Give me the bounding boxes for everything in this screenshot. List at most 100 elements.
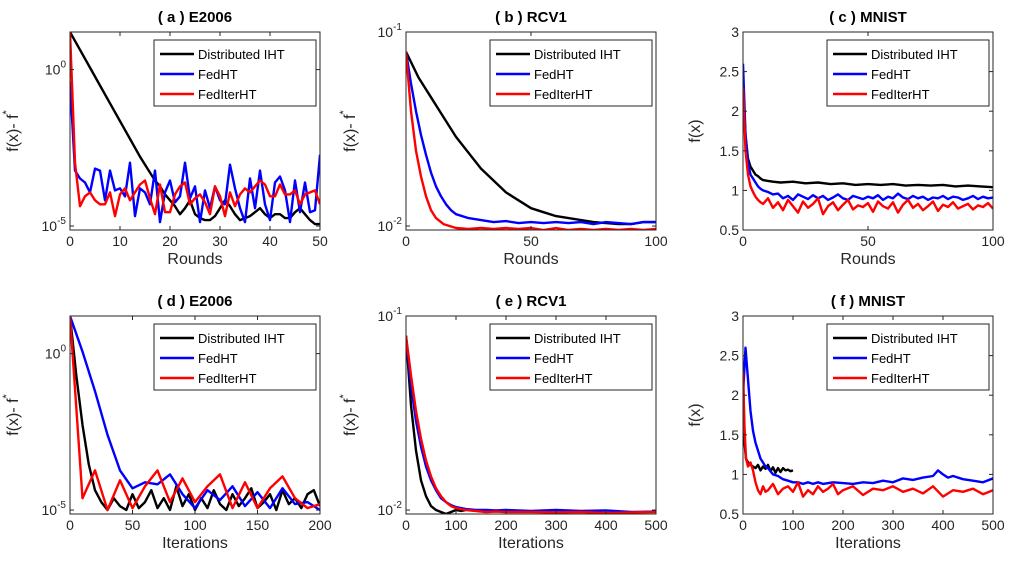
y-tick-label: 2.5	[720, 348, 740, 364]
chart-panel-4: 0 50 100 150 200 100 10-5 ( d ) E2006 Iterations…	[1, 293, 332, 552]
x-axis-label: Rounds	[503, 251, 558, 268]
legend-label: FedHT	[534, 351, 574, 366]
x-tick-label: 100	[183, 517, 207, 533]
legend: Distributed IHT FedHT FedIterHT	[489, 323, 653, 391]
legend-label: FedHT	[871, 351, 911, 366]
y-tick-label: 10-5	[42, 500, 67, 518]
legend-label: FedIterHT	[534, 87, 593, 102]
legend-label: Distributed IHT	[871, 331, 958, 346]
legend-label: FedHT	[534, 67, 574, 82]
x-tick-label: 200	[831, 517, 855, 533]
chart-title: ( e ) RCV1	[496, 293, 567, 310]
chart-panel-2: 0 50 100 10-1 10-2 ( b ) RCV1 Rounds f(x)- f* Di…	[338, 9, 668, 268]
y-axis-label: f(x)- f*	[1, 393, 22, 435]
y-tick-label: 2	[731, 387, 739, 403]
chart-title: ( a ) E2006	[158, 9, 232, 26]
x-tick-label: 20	[162, 233, 178, 249]
x-tick-label: 400	[931, 517, 955, 533]
x-tick-label: 50	[860, 233, 876, 249]
x-tick-label: 200	[308, 517, 332, 533]
x-axis-label: Rounds	[167, 251, 222, 268]
x-tick-label: 300	[881, 517, 905, 533]
series-line-fediterht	[743, 87, 993, 216]
x-tick-label: 0	[739, 233, 747, 249]
legend: Distributed IHT FedHT FedIterHT	[153, 39, 317, 107]
series-line-fedht	[70, 81, 320, 224]
x-tick-label: 0	[66, 233, 74, 249]
x-tick-label: 50	[523, 233, 539, 249]
series-line-fediterht	[70, 32, 320, 218]
y-tick-label: 1	[731, 466, 739, 482]
legend-label: FedIterHT	[198, 87, 257, 102]
y-axis-label: f(x)	[687, 119, 704, 142]
x-tick-label: 0	[739, 517, 747, 533]
chart-title: ( c ) MNIST	[829, 9, 907, 26]
x-tick-label: 100	[981, 233, 1005, 249]
y-axis-label: f(x)	[687, 403, 704, 426]
series-line-fedht	[406, 51, 656, 226]
legend-label: Distributed IHT	[871, 47, 958, 62]
x-axis-label: Iterations	[162, 535, 228, 552]
legend-label: FedHT	[198, 67, 238, 82]
y-tick-label: 10-1	[378, 306, 403, 324]
x-tick-label: 10	[112, 233, 128, 249]
x-tick-label: 400	[594, 517, 618, 533]
legend-label: FedHT	[871, 67, 911, 82]
legend: Distributed IHT FedHT FedIterHT	[489, 39, 653, 107]
x-axis-label: Iterations	[498, 535, 564, 552]
x-tick-label: 0	[402, 517, 410, 533]
x-tick-label: 300	[544, 517, 568, 533]
y-tick-label: 3	[731, 308, 739, 324]
y-tick-label: 10-5	[42, 216, 67, 234]
chart-title: ( d ) E2006	[157, 293, 232, 310]
axes-box	[742, 315, 994, 515]
y-tick-label: 0.5	[720, 506, 740, 522]
x-axis-label: Iterations	[835, 535, 901, 552]
legend-label: FedIterHT	[871, 87, 930, 102]
axes-box	[405, 315, 657, 515]
x-tick-label: 100	[644, 233, 668, 249]
chart-panel-3: 0 50 100 0.5 1 1.5 2 2.5 3 ( c ) MNIST Rounds f(x) D…	[687, 9, 1005, 268]
y-tick-label: 10-1	[378, 22, 403, 40]
x-tick-label: 30	[212, 233, 228, 249]
legend-label: FedHT	[198, 351, 238, 366]
series-line-fedht	[70, 316, 320, 512]
series-line-fedht	[743, 346, 993, 486]
x-tick-label: 200	[494, 517, 518, 533]
series-line-distributed-iht	[743, 87, 993, 189]
y-tick-label: 2	[731, 103, 739, 119]
x-tick-label: 500	[644, 517, 668, 533]
series-line-fediterht	[743, 371, 993, 498]
y-tick-label: 1.5	[720, 427, 740, 443]
series-line-fedht	[743, 63, 993, 202]
x-tick-label: 40	[262, 233, 278, 249]
legend-label: Distributed IHT	[534, 331, 621, 346]
y-tick-label: 100	[45, 60, 67, 78]
x-tick-label: 50	[312, 233, 328, 249]
x-tick-label: 50	[125, 517, 141, 533]
chart-panel-1: 0 10 20 30 40 50 100 10-5 ( a ) E2006 Rounds f(x)-…	[1, 9, 328, 268]
legend: Distributed IHT FedHT FedIterHT	[826, 323, 990, 391]
x-tick-label: 0	[66, 517, 74, 533]
legend-label: Distributed IHT	[198, 47, 285, 62]
x-tick-label: 150	[246, 517, 270, 533]
y-tick-label: 10-2	[378, 500, 403, 518]
x-axis-label: Rounds	[840, 251, 895, 268]
series-line-fediterht	[70, 316, 320, 512]
y-tick-label: 1	[731, 182, 739, 198]
series-line-distributed-iht	[743, 371, 794, 474]
y-tick-label: 10-2	[378, 216, 403, 234]
x-tick-label: 500	[981, 517, 1005, 533]
x-tick-label: 100	[444, 517, 468, 533]
legend-label: Distributed IHT	[198, 331, 285, 346]
x-tick-label: 0	[402, 233, 410, 249]
legend-label: FedIterHT	[871, 371, 930, 386]
chart-panel-5: 0 100 200 300 400 500 10-1 10-2 ( e ) RCV1 Iterat…	[338, 293, 668, 552]
y-tick-label: 0.5	[720, 222, 740, 238]
y-axis-label: f(x)- f*	[1, 109, 22, 151]
series-line-fediterht	[406, 51, 656, 230]
axes-box	[69, 31, 321, 231]
chart-panel-6: 0 100 200 300 400 500 0.5 1 1.5 2 2.5 3 ( f ) MNIST I…	[687, 293, 1005, 552]
y-axis-label: f(x)- f*	[338, 109, 359, 151]
legend: Distributed IHT FedHT FedIterHT	[153, 323, 317, 391]
